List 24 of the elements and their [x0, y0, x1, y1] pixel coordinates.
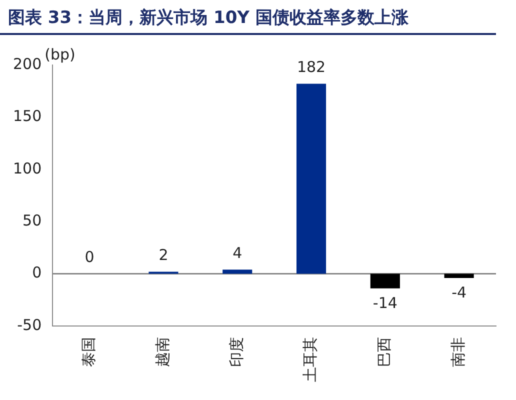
data-label: 2 [158, 246, 168, 264]
data-label: 182 [296, 58, 326, 76]
x-tick-label: 泰国 [79, 337, 98, 367]
data-label: -14 [372, 294, 398, 312]
x-tick-label: 土耳其 [301, 337, 320, 382]
y-tick-label: 200 [12, 54, 42, 73]
bar [444, 274, 474, 278]
bar [296, 84, 326, 274]
x-tick-label: 越南 [153, 337, 172, 367]
x-tick-label: 印度 [227, 337, 246, 367]
y-axis-title: (bp) [44, 45, 76, 64]
y-tick-label: 50 [22, 211, 42, 230]
x-tick-label: 巴西 [375, 337, 394, 367]
bar [222, 270, 252, 274]
y-tick-label: -50 [17, 316, 42, 334]
y-tick-label: 0 [32, 264, 42, 282]
chart-title: 图表 33：当周，新兴市场 10Y 国债收益率多数上涨 [0, 0, 496, 35]
y-tick-label: 100 [12, 159, 42, 178]
data-label: 0 [84, 248, 94, 266]
x-tick-label: 南非 [448, 337, 467, 367]
y-tick-label: 150 [12, 107, 42, 126]
data-label: -4 [452, 283, 467, 302]
data-label: 4 [232, 244, 242, 262]
bar [370, 274, 400, 288]
